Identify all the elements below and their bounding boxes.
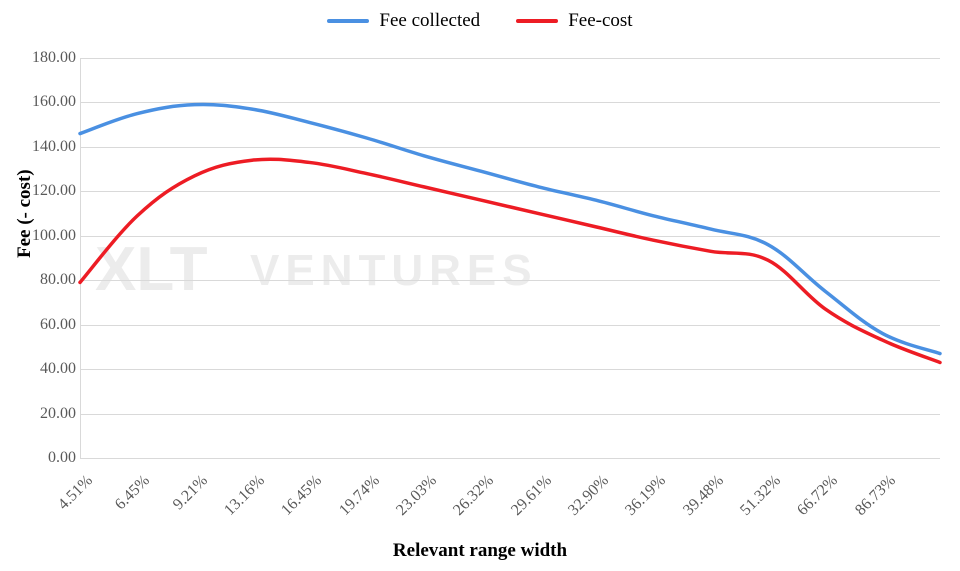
y-axis-label: Fee (- cost) <box>14 169 36 258</box>
plot-area <box>80 58 940 458</box>
legend-swatch <box>516 19 558 23</box>
legend-swatch <box>327 19 369 23</box>
y-tick-label: 180.00 <box>16 49 76 67</box>
legend-label: Fee collected <box>379 10 480 32</box>
series-line <box>80 104 940 353</box>
y-tick-label: 80.00 <box>16 271 76 289</box>
fee-chart: Fee collected Fee-cost XLTVENTURES 0.002… <box>0 0 960 571</box>
y-tick-label: 0.00 <box>16 449 76 467</box>
legend-label: Fee-cost <box>568 10 632 32</box>
series-line <box>80 159 940 362</box>
y-tick-label: 20.00 <box>16 405 76 423</box>
legend-item-fee-cost: Fee-cost <box>516 10 632 32</box>
y-tick-label: 140.00 <box>16 138 76 156</box>
x-axis-label: Relevant range width <box>0 540 960 562</box>
y-tick-label: 40.00 <box>16 360 76 378</box>
chart-lines <box>80 58 940 458</box>
chart-legend: Fee collected Fee-cost <box>0 10 960 32</box>
legend-item-fee-collected: Fee collected <box>327 10 480 32</box>
y-tick-label: 160.00 <box>16 93 76 111</box>
y-tick-label: 60.00 <box>16 316 76 334</box>
